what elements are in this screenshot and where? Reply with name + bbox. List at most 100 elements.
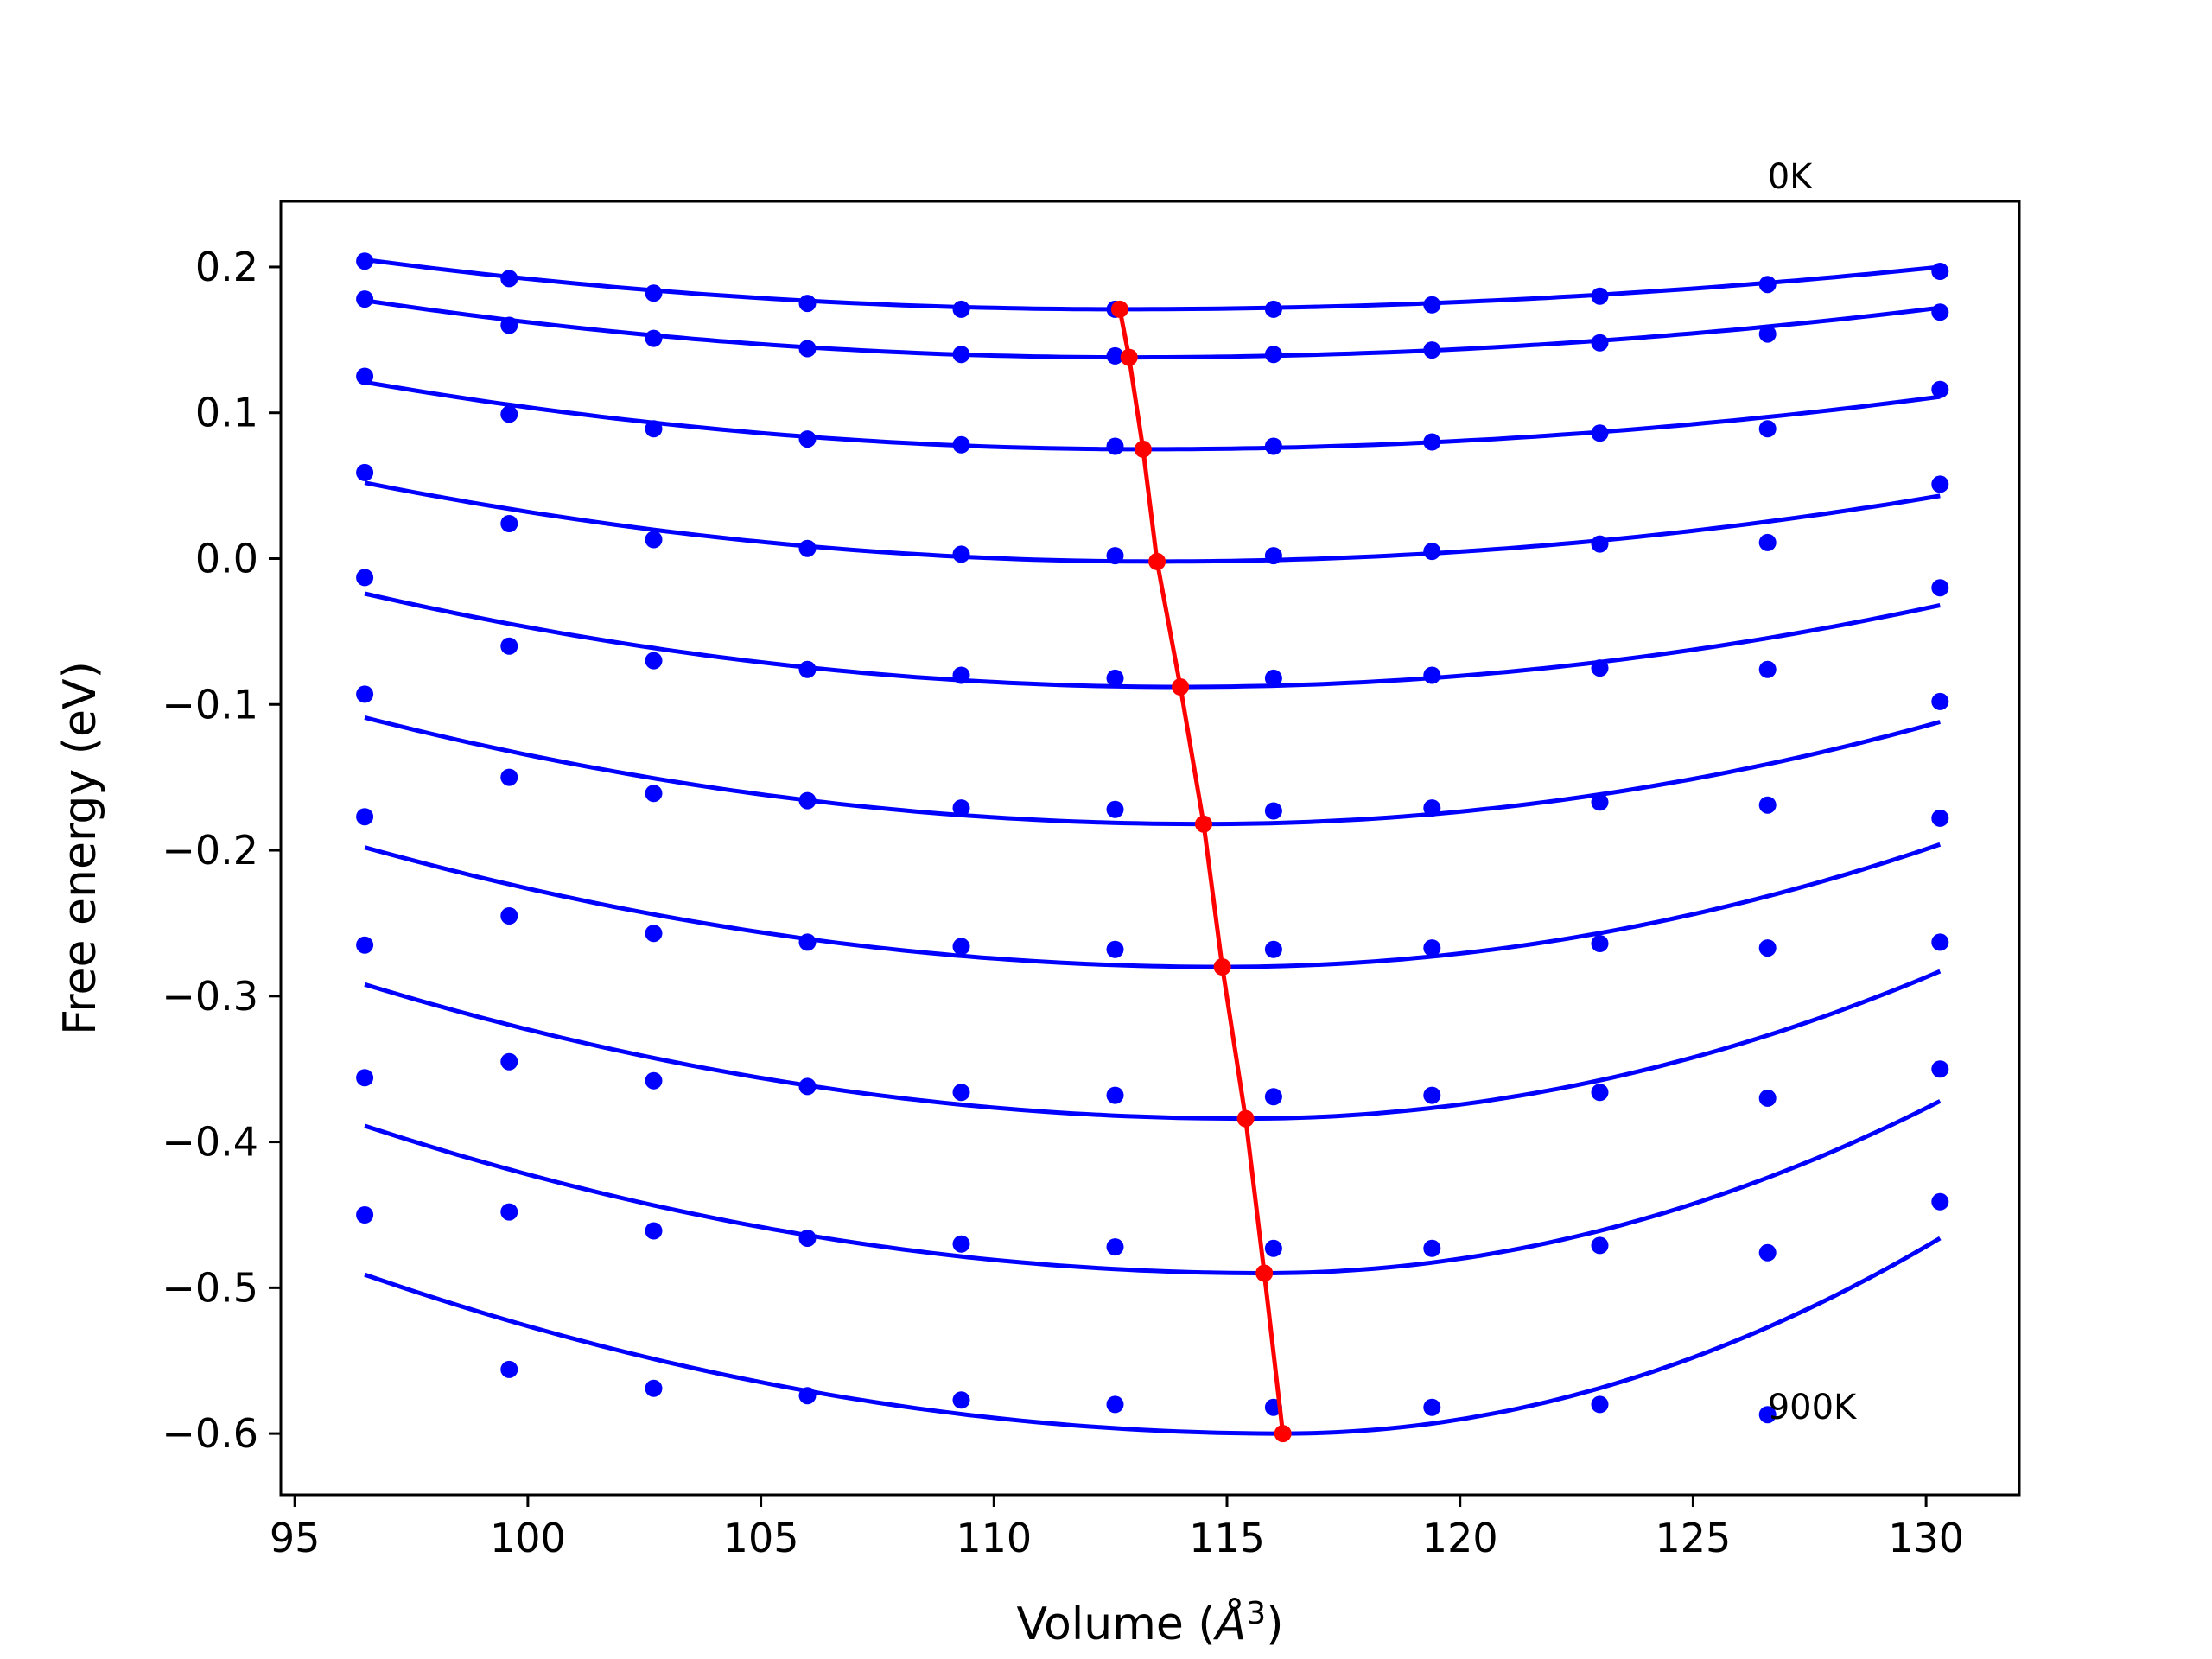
y-tick-label-1: 0.1 [195,390,258,436]
data-point-400K-5 [1106,669,1124,687]
data-point-700K-7 [1423,1086,1441,1104]
data-point-100K-0 [356,290,374,308]
minimum-point-0K [1110,300,1128,318]
minimum-point-800K [1255,1264,1274,1282]
x-axis-label: Volume (Å3) [1017,1596,1284,1650]
minima-path [1110,300,1292,1443]
data-point-0K-7 [1423,296,1441,314]
fit-curve-200K [364,379,1941,452]
x-tick-label-105: 105 [723,1515,799,1561]
data-point-900K-10 [1931,1192,1949,1211]
data-point-300K-10 [1931,475,1949,493]
data-point-700K-0 [356,936,374,954]
annotation-0: 0K [1768,157,1814,197]
data-point-0K-9 [1758,276,1777,294]
data-point-700K-8 [1591,1084,1609,1102]
data-point-500K-1 [500,768,518,786]
data-point-800K-3 [798,1230,817,1247]
data-point-800K-2 [645,1222,663,1240]
data-point-900K-7 [1423,1398,1441,1416]
data-point-600K-2 [645,925,663,943]
data-point-300K-4 [952,545,970,563]
data-point-900K-2 [645,1379,663,1397]
data-point-400K-3 [798,660,817,678]
data-point-0K-8 [1591,287,1609,305]
data-point-0K-0 [356,252,374,270]
data-point-100K-1 [500,316,518,334]
fit-curve-0K [364,257,1941,312]
data-point-600K-0 [356,808,374,826]
data-point-500K-4 [952,799,970,817]
data-point-200K-6 [1264,437,1282,455]
data-point-900K-5 [1106,1395,1124,1414]
x-tick-label-120: 120 [1422,1515,1498,1561]
fit-curve-800K [364,1099,1942,1275]
fit-curve-600K [364,842,1942,969]
data-point-600K-4 [952,938,970,956]
data-point-800K-10 [1931,1060,1949,1078]
y-tick-label-8: −0.6 [162,1410,258,1457]
data-point-300K-0 [356,463,374,481]
data-point-900K-3 [798,1387,817,1405]
data-point-400K-9 [1758,660,1777,678]
data-point-500K-6 [1264,802,1282,820]
minimum-point-900K [1274,1425,1292,1443]
data-point-200K-4 [952,435,970,454]
minimum-point-500K [1195,815,1212,833]
data-point-600K-9 [1758,939,1777,957]
data-point-100K-6 [1264,346,1282,364]
x-tick-label-95: 95 [270,1515,321,1561]
minimum-point-600K [1213,958,1231,976]
data-point-0K-4 [952,300,970,318]
x-axis-label-symbol: Å [1213,1597,1247,1650]
data-point-0K-6 [1264,300,1282,318]
data-point-800K-4 [952,1235,970,1253]
data-point-500K-9 [1758,796,1777,814]
minimum-point-100K [1120,348,1138,366]
minima-line [1117,308,1286,1434]
data-point-500K-10 [1931,692,1949,710]
data-point-500K-3 [798,791,817,810]
data-point-900K-1 [500,1360,518,1378]
data-point-500K-0 [356,685,374,703]
data-point-800K-6 [1264,1239,1282,1257]
data-point-900K-8 [1591,1395,1609,1414]
y-tick-label-7: −0.5 [162,1264,258,1311]
data-points [356,252,1949,1424]
data-point-400K-1 [500,637,518,655]
fit-curve-400K [364,591,1941,690]
data-point-600K-3 [798,933,817,951]
data-point-400K-0 [356,569,374,587]
x-tick-label-115: 115 [1189,1515,1265,1561]
data-point-400K-7 [1423,666,1441,684]
annotations: 0K 900K [1768,157,1858,1427]
data-point-700K-2 [645,1071,663,1090]
x-tick-label-110: 110 [956,1515,1032,1561]
fit-curve-100K [364,298,1941,360]
data-point-0K-1 [500,270,518,288]
data-point-500K-7 [1423,799,1441,817]
data-point-100K-2 [645,329,663,347]
y-axis-label: Free energy (eV) [54,661,106,1035]
data-point-200K-10 [1931,380,1949,398]
x-tick-label-125: 125 [1656,1515,1732,1561]
data-point-300K-3 [798,539,817,557]
y-tick-label-0: 0.2 [195,244,258,290]
data-point-300K-6 [1264,547,1282,565]
data-point-700K-3 [798,1077,817,1096]
data-point-500K-8 [1591,793,1609,811]
data-point-300K-5 [1106,547,1124,565]
x-tick-label-100: 100 [490,1515,566,1561]
y-axis-ticks: 0.2 0.1 0.0 −0.1 −0.2 −0.3 −0.4 −0.5 −0.6 [162,244,281,1457]
data-point-200K-1 [500,405,518,423]
x-axis-label-suffix: ) [1266,1599,1283,1650]
data-point-700K-1 [500,1052,518,1071]
data-point-200K-3 [798,430,817,448]
data-point-500K-5 [1106,800,1124,818]
data-point-600K-10 [1931,809,1949,827]
minimum-point-200K [1134,440,1152,458]
plot-frame [279,200,2021,1497]
data-point-400K-2 [645,652,663,670]
y-tick-label-4: −0.2 [162,827,258,874]
